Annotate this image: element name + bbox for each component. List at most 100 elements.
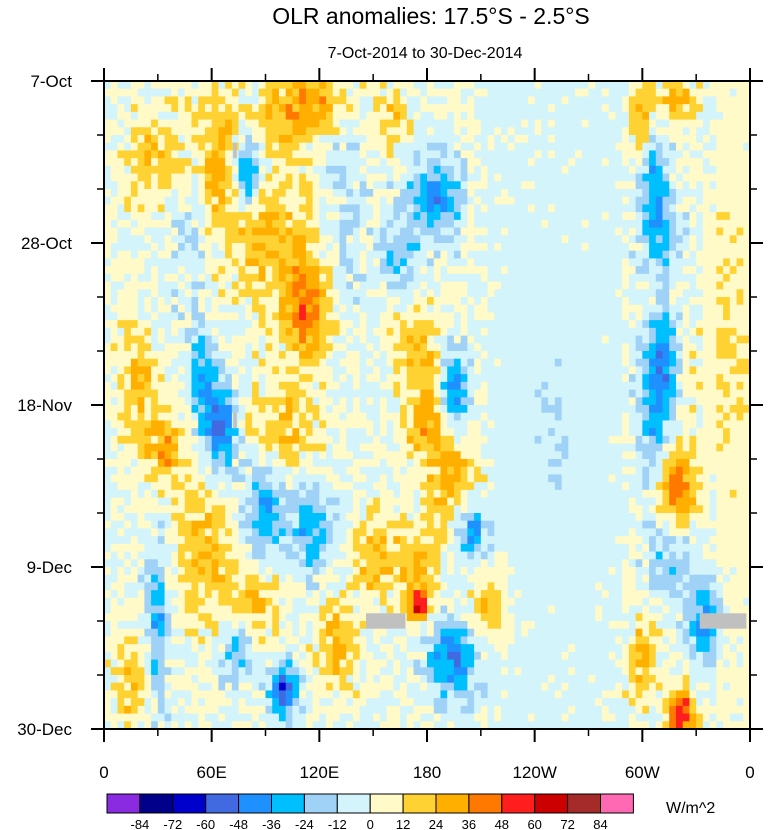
anomaly-cell	[501, 281, 509, 290]
anomaly-cell	[359, 312, 368, 321]
anomaly-cell	[292, 258, 300, 267]
anomaly-cell	[204, 258, 213, 267]
anomaly-cell	[157, 405, 166, 414]
anomaly-cell	[191, 428, 199, 437]
anomaly-cell	[278, 412, 287, 422]
anomaly-cell	[373, 135, 381, 144]
anomaly-cell	[420, 181, 428, 190]
anomaly-cell	[608, 204, 617, 213]
anomaly-cell	[151, 212, 159, 221]
anomaly-cell	[373, 250, 381, 260]
anomaly-cell	[178, 397, 186, 406]
anomaly-cell	[622, 227, 630, 236]
anomaly-cell	[736, 351, 744, 360]
anomaly-cell	[144, 474, 152, 483]
anomaly-cell	[164, 412, 172, 422]
anomaly-cell	[265, 320, 273, 329]
anomaly-cell	[130, 451, 139, 460]
anomaly-cell	[662, 405, 670, 414]
anomaly-cell	[312, 466, 320, 476]
anomaly-cell	[541, 196, 549, 206]
anomaly-cell	[171, 312, 179, 321]
anomaly-cell	[319, 443, 327, 452]
anomaly-cell	[319, 135, 327, 144]
anomaly-cell	[460, 127, 468, 136]
anomaly-cell	[157, 127, 166, 136]
anomaly-cell	[204, 181, 213, 190]
anomaly-cell	[521, 165, 529, 175]
anomaly-cell	[225, 273, 233, 283]
anomaly-cell	[231, 204, 240, 213]
anomaly-cell	[561, 119, 569, 128]
anomaly-cell	[487, 158, 495, 167]
anomaly-cell	[622, 142, 630, 152]
anomaly-cell	[575, 165, 583, 175]
anomaly-cell	[144, 96, 152, 105]
anomaly-cell	[453, 312, 462, 321]
anomaly-cell	[453, 435, 462, 445]
anomaly-cell	[548, 81, 556, 90]
anomaly-cell	[400, 443, 408, 452]
anomaly-cell	[245, 88, 253, 98]
anomaly-cell	[198, 366, 206, 375]
anomaly-cell	[568, 312, 576, 321]
anomaly-cell	[521, 88, 529, 98]
anomaly-cell	[413, 405, 421, 414]
anomaly-cell	[433, 158, 442, 167]
anomaly-cell	[393, 165, 401, 175]
anomaly-cell	[561, 219, 569, 229]
anomaly-cell	[272, 104, 280, 113]
anomaly-cell	[400, 335, 408, 344]
anomaly-cell	[218, 327, 226, 337]
anomaly-cell	[521, 451, 529, 460]
anomaly-cell	[319, 381, 327, 391]
anomaly-cell	[649, 335, 657, 344]
anomaly-cell	[675, 158, 684, 167]
anomaly-cell	[352, 142, 361, 152]
anomaly-cell	[723, 474, 731, 483]
anomaly-cell	[440, 181, 448, 190]
anomaly-cell	[406, 374, 415, 383]
anomaly-cell	[400, 250, 408, 260]
anomaly-cell	[595, 127, 603, 136]
anomaly-cell	[615, 142, 623, 152]
anomaly-cell	[662, 466, 670, 476]
anomaly-cell	[467, 150, 475, 159]
anomaly-cell	[628, 381, 637, 391]
anomaly-cell	[501, 135, 509, 144]
anomaly-cell	[507, 243, 516, 252]
anomaly-cell	[649, 204, 657, 213]
anomaly-cell	[427, 428, 435, 437]
anomaly-cell	[352, 189, 361, 198]
anomaly-cell	[245, 327, 253, 337]
anomaly-cell	[474, 451, 482, 460]
anomaly-cell	[171, 451, 179, 460]
anomaly-cell	[252, 412, 260, 422]
anomaly-cell	[285, 312, 294, 321]
anomaly-cell	[164, 158, 172, 167]
anomaly-cell	[292, 165, 300, 175]
anomaly-cell	[198, 351, 206, 360]
anomaly-cell	[608, 212, 617, 221]
anomaly-cell	[379, 351, 388, 360]
anomaly-cell	[406, 243, 415, 252]
anomaly-cell	[413, 81, 421, 90]
anomaly-cell	[588, 227, 596, 236]
anomaly-cell	[608, 435, 617, 445]
anomaly-cell	[124, 243, 132, 252]
anomaly-cell	[487, 243, 495, 252]
anomaly-cell	[366, 459, 374, 468]
anomaly-cell	[292, 435, 300, 445]
anomaly-cell	[211, 327, 219, 337]
anomaly-cell	[420, 165, 428, 175]
anomaly-cell	[258, 150, 267, 159]
anomaly-cell	[548, 173, 556, 182]
anomaly-cell	[346, 165, 354, 175]
anomaly-cell	[669, 127, 677, 136]
anomaly-cell	[204, 297, 213, 306]
anomaly-cell	[669, 412, 677, 422]
anomaly-cell	[521, 135, 529, 144]
anomaly-cell	[453, 88, 462, 98]
anomaly-cell	[568, 235, 576, 244]
anomaly-cell	[299, 351, 307, 360]
